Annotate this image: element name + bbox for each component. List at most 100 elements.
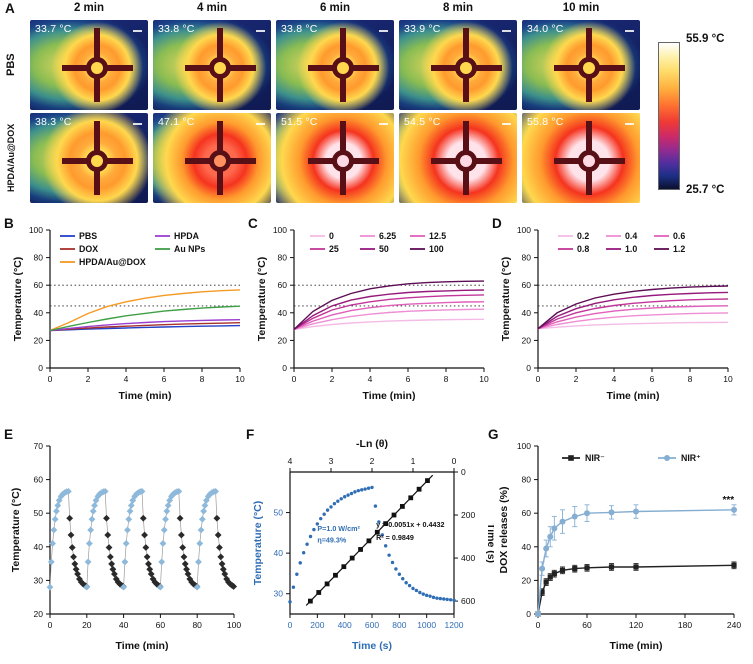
series-12.5 bbox=[293, 301, 485, 331]
thermal-image: 55.8 °C bbox=[522, 113, 640, 203]
panel-letter-e: E bbox=[4, 427, 14, 442]
svg-text:4: 4 bbox=[288, 456, 293, 466]
scale-mark bbox=[502, 123, 511, 125]
series-50 bbox=[293, 289, 485, 330]
svg-text:100: 100 bbox=[517, 441, 531, 451]
thermal-temp-label: 55.8 °C bbox=[527, 116, 564, 128]
svg-text:0: 0 bbox=[38, 363, 43, 373]
svg-text:0: 0 bbox=[288, 620, 293, 630]
chartG-plot: 0 60 120 180 240 0 20 40 60 80 100 Time (min) DOX re… bbox=[498, 441, 741, 652]
svg-text:***: *** bbox=[722, 495, 734, 506]
svg-text:Temperature (°C): Temperature (°C) bbox=[500, 257, 512, 342]
svg-text:0: 0 bbox=[526, 609, 531, 619]
colorbar-min-label: 25.7 °C bbox=[686, 184, 725, 196]
series-1.0 bbox=[537, 291, 729, 330]
svg-text:DOX: DOX bbox=[79, 244, 98, 254]
svg-text:80: 80 bbox=[34, 253, 44, 263]
time-header: 10 min bbox=[562, 2, 600, 14]
panel-a-time-header-row: 2 min 4 min 6 min 8 min 10 min bbox=[30, 2, 642, 14]
svg-text:2: 2 bbox=[370, 456, 375, 466]
svg-text:0.4: 0.4 bbox=[625, 231, 637, 241]
svg-text:0.2: 0.2 bbox=[577, 231, 589, 241]
scale-mark bbox=[133, 30, 142, 32]
svg-text:100: 100 bbox=[429, 244, 444, 254]
svg-text:70: 70 bbox=[34, 441, 44, 451]
svg-text:100: 100 bbox=[227, 620, 241, 630]
svg-text:0: 0 bbox=[536, 620, 541, 630]
svg-text:NIR⁻: NIR⁻ bbox=[585, 453, 605, 463]
svg-text:20: 20 bbox=[522, 335, 532, 345]
thermal-temp-label: 38.3 °C bbox=[35, 116, 72, 128]
svg-text:Time (min): Time (min) bbox=[119, 390, 172, 402]
scale-mark bbox=[625, 30, 634, 32]
svg-text:400: 400 bbox=[338, 620, 352, 630]
svg-text:30: 30 bbox=[34, 575, 44, 585]
svg-text:1.0: 1.0 bbox=[625, 244, 637, 254]
svg-text:30: 30 bbox=[274, 589, 284, 599]
crosshair-center bbox=[455, 56, 478, 79]
svg-text:0.6: 0.6 bbox=[673, 231, 685, 241]
svg-text:3: 3 bbox=[329, 456, 334, 466]
series-Au NPs bbox=[49, 305, 241, 332]
svg-text:0: 0 bbox=[48, 374, 53, 384]
thermal-temp-label: 33.7 °C bbox=[35, 23, 72, 35]
svg-text:0: 0 bbox=[282, 363, 287, 373]
svg-text:8: 8 bbox=[444, 374, 449, 384]
svg-text:Time (min): Time (min) bbox=[610, 640, 663, 652]
svg-text:60: 60 bbox=[156, 620, 166, 630]
svg-text:0: 0 bbox=[536, 374, 541, 384]
crosshair-center bbox=[86, 56, 109, 79]
svg-text:Time (s): Time (s) bbox=[352, 640, 392, 652]
svg-text:80: 80 bbox=[278, 253, 288, 263]
svg-text:6: 6 bbox=[406, 374, 411, 384]
svg-text:400: 400 bbox=[461, 553, 475, 563]
svg-text:0: 0 bbox=[329, 231, 334, 241]
svg-text:60: 60 bbox=[34, 475, 44, 485]
svg-text:Au NPs: Au NPs bbox=[174, 244, 205, 254]
crosshair-center bbox=[332, 149, 355, 172]
crosshair-center bbox=[578, 149, 601, 172]
crosshair-center bbox=[455, 149, 478, 172]
svg-text:240: 240 bbox=[727, 620, 741, 630]
svg-text:8: 8 bbox=[200, 374, 205, 384]
panel-letter-b: B bbox=[4, 216, 14, 231]
svg-text:0: 0 bbox=[292, 374, 297, 384]
colorbar-max-label: 55.9 °C bbox=[686, 33, 725, 45]
scale-mark bbox=[133, 123, 142, 125]
series-NIR⁺ bbox=[535, 504, 737, 617]
chart-e-heating-cooling-cycles: 0 20 40 60 80 100 20 30 40 50 60 70 Time (min) Temper… bbox=[10, 441, 241, 652]
svg-text:4: 4 bbox=[612, 374, 617, 384]
svg-text:HPDA: HPDA bbox=[174, 231, 200, 241]
svg-text:0: 0 bbox=[452, 456, 457, 466]
svg-text:10: 10 bbox=[723, 374, 733, 384]
svg-text:η=49.3%: η=49.3% bbox=[317, 536, 347, 545]
svg-text:40: 40 bbox=[34, 308, 44, 318]
chartE-plot: 0 20 40 60 80 100 20 30 40 50 60 70 Time (min) Temper… bbox=[10, 441, 241, 652]
series-HPDA/Au@DOX bbox=[49, 289, 241, 332]
svg-text:60: 60 bbox=[522, 508, 532, 518]
time-header: 4 min bbox=[196, 2, 228, 14]
svg-text:40: 40 bbox=[522, 542, 532, 552]
time-header: 6 min bbox=[319, 2, 351, 14]
svg-text:Time (s): Time (s) bbox=[485, 523, 494, 563]
panel-letter-c: C bbox=[248, 216, 258, 231]
scale-mark bbox=[379, 30, 388, 32]
svg-text:Temperature (°C): Temperature (°C) bbox=[10, 488, 22, 573]
svg-text:Time (min): Time (min) bbox=[116, 640, 169, 652]
series-s2 bbox=[46, 487, 219, 591]
svg-text:50: 50 bbox=[34, 508, 44, 518]
series-0 bbox=[293, 318, 485, 331]
svg-text:2: 2 bbox=[86, 374, 91, 384]
svg-text:1.2: 1.2 bbox=[673, 244, 685, 254]
panel-letter-f: F bbox=[246, 427, 255, 442]
crosshair-center bbox=[209, 56, 232, 79]
svg-text:50: 50 bbox=[274, 508, 284, 518]
chart-g-dox-release: 0 60 120 180 240 0 20 40 60 80 100 Time (min) DOX re… bbox=[498, 441, 741, 652]
svg-text:Temperature (°C): Temperature (°C) bbox=[256, 257, 268, 342]
thermal-image: 34.0 °C bbox=[522, 20, 640, 110]
